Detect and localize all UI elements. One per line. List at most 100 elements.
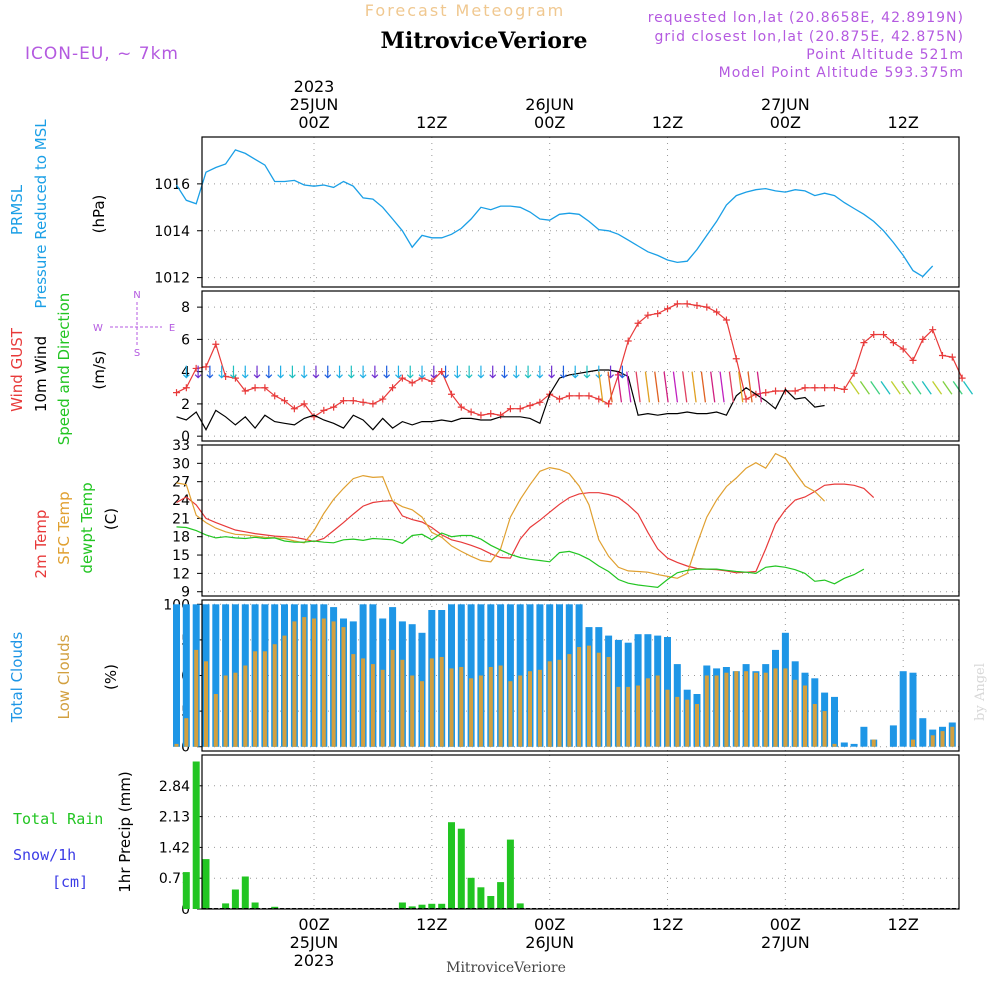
low-clouds-bar <box>547 661 552 747</box>
bottom-hour-label: 00Z <box>534 915 565 934</box>
compass-rose: N S W E <box>93 290 175 359</box>
y-tick-label: 0 <box>181 740 190 756</box>
y-tick-label: 12 <box>172 566 190 582</box>
bottom-date-label: 26JUN <box>525 933 574 952</box>
low-clouds-bar <box>312 618 316 747</box>
wind-arrow <box>626 371 632 403</box>
gust-marker <box>457 403 465 411</box>
low-clouds-bar <box>655 675 660 747</box>
gust-marker <box>556 395 563 403</box>
gust-marker <box>830 384 838 392</box>
pressure-panel: 1012 1014 1016 <box>154 136 960 288</box>
pressure-panel-labels: PRMSL Pressure Reduced to MSL (hPa) <box>8 119 108 309</box>
wind-arrow <box>430 365 438 379</box>
temp-unit-label: (C) <box>102 508 120 530</box>
low-clouds-bar <box>233 672 238 747</box>
gust-marker <box>919 335 927 343</box>
bottom-hour-label: 12Z <box>888 915 919 934</box>
low-clouds-bar <box>803 685 807 747</box>
low-clouds-bar <box>695 704 699 747</box>
wind-arrow <box>728 371 735 403</box>
low-clouds-bar <box>537 669 542 747</box>
prmsl-label: PRMSL <box>8 184 26 235</box>
gust-marker <box>379 395 387 403</box>
wind-arrow <box>489 365 497 379</box>
wind-arrow <box>571 365 579 379</box>
y-tick-label: 21 <box>172 511 190 527</box>
total-clouds-bar <box>889 725 897 747</box>
gust-marker <box>673 300 681 308</box>
low-clouds-bar <box>518 675 523 747</box>
y-tick-label: 2 <box>181 397 190 413</box>
y-tick-label: 33 <box>172 438 190 454</box>
rain-bar <box>497 882 505 909</box>
wind-arrow <box>418 365 426 379</box>
total-clouds-bar <box>919 718 927 747</box>
wind-arrow <box>682 371 688 403</box>
rain-bar <box>222 903 230 909</box>
gust-marker <box>487 410 495 418</box>
low-clouds-bar <box>940 731 945 747</box>
gust-marker <box>948 353 956 361</box>
total-rain-label: Total Rain <box>13 810 103 828</box>
low-clouds-bar <box>763 672 768 747</box>
gust-marker <box>801 384 809 392</box>
location-title: MitroviceVeriore <box>381 28 588 54</box>
low-clouds-bar <box>341 627 346 747</box>
low-clouds-bar <box>262 651 267 747</box>
low-clouds-bar <box>724 672 729 747</box>
low-clouds-bar <box>390 649 395 747</box>
gust-marker <box>791 387 799 395</box>
wind-arrow <box>598 371 604 403</box>
gust-marker <box>880 331 888 339</box>
gust-marker <box>850 369 858 377</box>
wind-arrow <box>859 380 870 395</box>
wind-panel-labels: Wind GUST 10m Wind Speed and Direction (… <box>8 290 175 445</box>
gust-marker <box>811 384 819 392</box>
top-hour-label: 12Z <box>888 113 919 132</box>
rain-bar <box>192 761 200 909</box>
low-clouds-bar <box>636 685 641 747</box>
compass-n: N <box>133 290 140 301</box>
gust-marker <box>428 377 436 385</box>
wind-arrow <box>644 371 651 403</box>
rain-bar <box>506 839 514 909</box>
wind-arrow <box>288 365 296 379</box>
low-clouds-bar <box>321 618 326 747</box>
gust-marker <box>173 389 181 397</box>
low-clouds-bar <box>498 665 503 747</box>
low-clouds-bar <box>744 671 749 747</box>
wind-arrow <box>952 380 963 395</box>
bottom-hour-label: 00Z <box>298 915 329 934</box>
t2m-label: 2m Temp <box>32 510 50 579</box>
wind-arrow <box>870 380 881 395</box>
gust-marker <box>860 339 868 347</box>
gust-marker <box>398 374 406 382</box>
wind-arrow <box>756 371 763 403</box>
low-clouds-bar <box>528 671 532 747</box>
total-clouds-bar <box>840 742 848 747</box>
gust-marker <box>359 398 367 406</box>
wind-arrow <box>548 365 556 379</box>
gust-marker <box>929 326 937 334</box>
rain-bar <box>418 904 426 909</box>
wind-arrow <box>512 365 520 379</box>
low-clouds-bar <box>596 652 601 747</box>
wind-arrow <box>324 365 332 379</box>
wind-arrow <box>194 365 202 379</box>
rain-bar <box>428 903 436 909</box>
dewpt-label: dewpt Temp <box>78 482 96 573</box>
low-clouds-bar <box>773 668 778 747</box>
model-point-altitude: Model Point Altitude 593.375m <box>719 65 964 81</box>
rain-bar <box>438 903 446 909</box>
compass-s: S <box>134 348 140 359</box>
low-clouds-bar <box>361 658 366 747</box>
wind-arrow <box>849 380 860 395</box>
gust-marker <box>840 385 848 393</box>
gust-marker <box>330 403 338 411</box>
gust-marker <box>683 300 691 308</box>
pressure-frame <box>201 136 960 288</box>
gust-marker <box>477 411 485 419</box>
gust-marker <box>899 345 907 353</box>
wind-speed-line <box>176 369 825 431</box>
